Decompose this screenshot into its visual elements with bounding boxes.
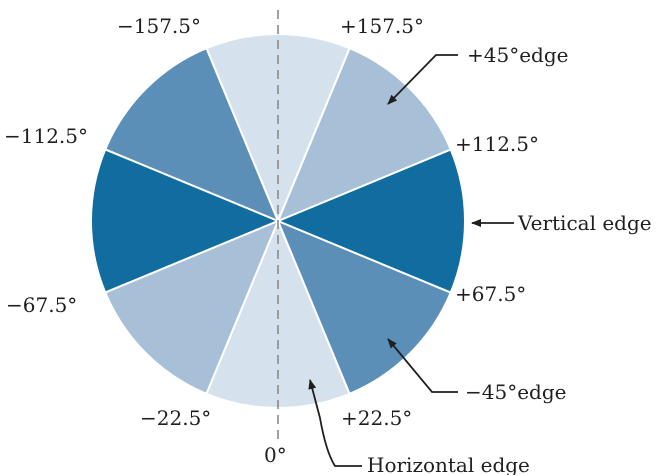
- sector-group: [90, 33, 466, 409]
- angle-label-plus-67-5: +67.5°: [455, 282, 526, 306]
- angle-label-plus-112-5: +112.5°: [455, 132, 539, 156]
- angle-label-minus-67-5: −67.5°: [6, 293, 77, 317]
- edge-label-plus-45: +45°edge: [467, 43, 568, 67]
- angle-label-zero: 0°: [264, 443, 287, 467]
- plus-45-edge-arrow: [387, 54, 458, 105]
- edge-label-minus-45: −45°edge: [465, 380, 566, 404]
- edge-label-vertical: Vertical edge: [517, 211, 652, 235]
- angle-label-minus-157-5: −157.5°: [117, 14, 201, 38]
- angle-label-plus-22-5: +22.5°: [341, 406, 412, 430]
- horizontal-edge-arrow: [308, 379, 362, 467]
- edge-label-horizontal: Horizontal edge: [367, 453, 530, 475]
- angle-label-plus-157-5: +157.5°: [340, 14, 424, 38]
- angle-label-minus-22-5: −22.5°: [140, 406, 211, 430]
- minus-45-edge-arrow: [387, 338, 458, 393]
- angle-label-minus-112-5: −112.5°: [4, 124, 88, 148]
